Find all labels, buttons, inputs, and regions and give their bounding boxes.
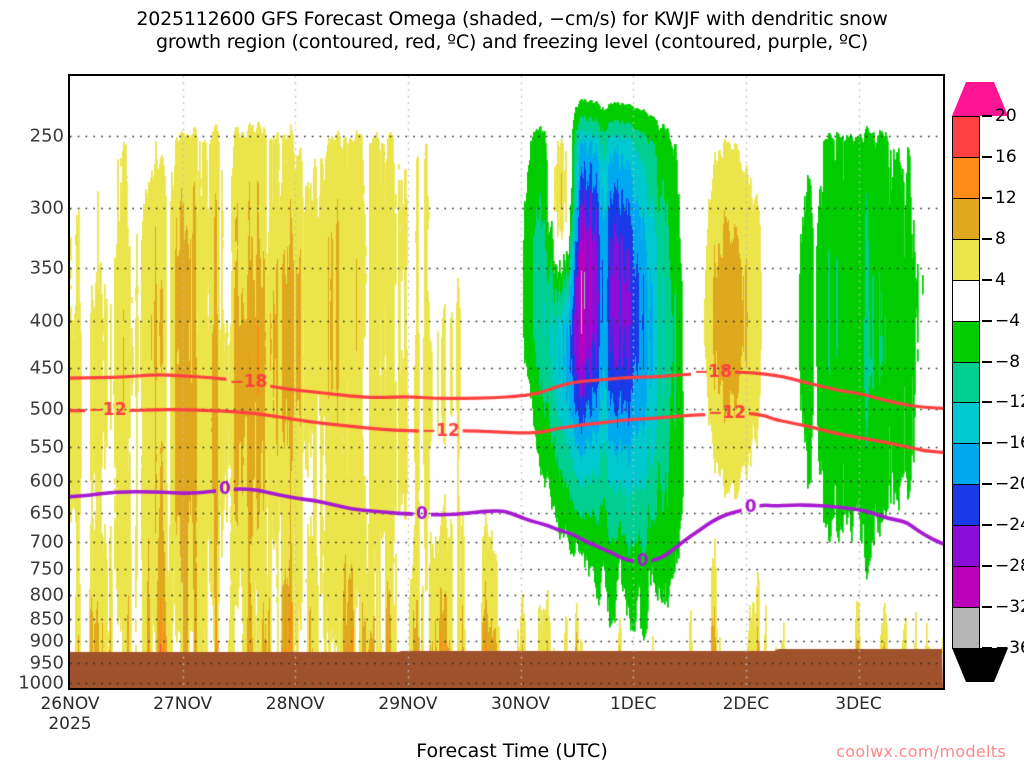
x-tick-label: 30NOV [491,694,551,714]
x-tick-label: 2DEC [722,694,770,714]
y-tick-label: 650 [29,502,64,524]
colorbar-tick-mark [982,524,992,527]
colorbar-band [952,279,980,323]
colorbar-tick-mark [982,360,992,363]
colorbar-tick-label: −28 [982,556,1024,576]
colorbar-band [952,320,980,364]
y-tick-label: 950 [29,652,64,674]
colorbar-tick-mark [982,196,992,199]
colorbar-tick-label: 20 [982,106,1017,126]
plot-area [68,74,945,690]
colorbar-band [952,525,980,568]
colorbar-tick-label: 4 [982,270,1006,290]
y-tick-label: 700 [29,531,64,553]
x-axis-year: 2025 [48,714,92,734]
colorbar-tick-mark [982,278,992,281]
colorbar-tick-label: −20 [982,474,1024,494]
colorbar-band [952,116,980,159]
colorbar-tick-label: 16 [982,147,1017,167]
colorbar-tick-label: −24 [982,515,1024,535]
colorbar-tick-label: −36 [982,638,1024,658]
colorbar-tick-label: −12 [982,392,1024,412]
colorbar-tick-mark [982,442,992,445]
y-tick-label: 850 [29,608,64,630]
colorbar-band [952,607,980,650]
y-tick-label: 800 [29,584,64,606]
x-axis: 26NOV 2025 27NOV 28NOV 29NOV 30NOV 1DEC 2DEC 3DE… [40,694,945,754]
colorbar-band [952,238,980,282]
x-axis-title: Forecast Time (UTC) [416,740,608,762]
y-tick-label: 750 [29,558,64,580]
credit-text: coolwx.com/modelts [836,742,1006,761]
colorbar-tick-mark [982,647,992,649]
colorbar: 20 16 12 8 4 −4 −8 −12 −16 −20 −24 −28 −32 −36 [952,82,1024,682]
y-tick-label: 500 [29,398,64,420]
colorbar-band [952,197,980,241]
colorbar-band [952,484,980,527]
colorbar-over-arrow [952,82,1008,116]
y-tick-label: 350 [29,257,64,279]
colorbar-tick-mark [982,483,992,486]
y-tick-label: 550 [29,436,64,458]
x-tick-label: 1DEC [609,694,657,714]
colorbar-tick-mark [982,565,992,568]
y-tick-label: 1000 [18,672,64,694]
colorbar-tick-label: −4 [982,311,1020,331]
x-tick-label: 29NOV [378,694,438,714]
y-tick-label: 400 [29,310,64,332]
colorbar-band [952,566,980,609]
x-tick-label: 3DEC [835,694,882,714]
y-tick-label: 900 [29,630,64,652]
y-axis: 250 300 350 400 450 500 550 600 650 700 750 800 850 9… [0,74,64,694]
colorbar-band [952,156,980,200]
colorbar-tick-label: −8 [982,352,1020,372]
colorbar-band [952,361,980,404]
y-tick-label: 250 [29,125,64,147]
colorbar-tick-mark [982,606,992,609]
colorbar-tick-label: −32 [982,597,1024,617]
y-tick-label: 450 [29,357,64,379]
colorbar-tick-mark [982,155,992,158]
colorbar-band [952,402,980,445]
colorbar-tick-mark [982,319,992,322]
colorbar-tick-label: −16 [982,433,1024,453]
colorbar-under-arrow [952,648,1008,682]
x-tick-label: 26NOV 2025 [40,694,100,734]
colorbar-tick-label: 12 [982,188,1017,208]
chart-title: 2025112600 GFS Forecast Omega (shaded, −… [136,8,888,53]
colorbar-band [952,443,980,486]
y-tick-label: 600 [29,470,64,492]
colorbar-tick-mark [982,401,992,404]
y-tick-label: 300 [29,197,64,219]
contour-lines [70,76,943,688]
colorbar-tick-mark [982,237,992,240]
colorbar-tick-mark [982,115,992,117]
colorbar-tick-label: 8 [982,229,1006,249]
x-tick-label: 28NOV [265,694,325,714]
x-tick-label: 27NOV [153,694,213,714]
